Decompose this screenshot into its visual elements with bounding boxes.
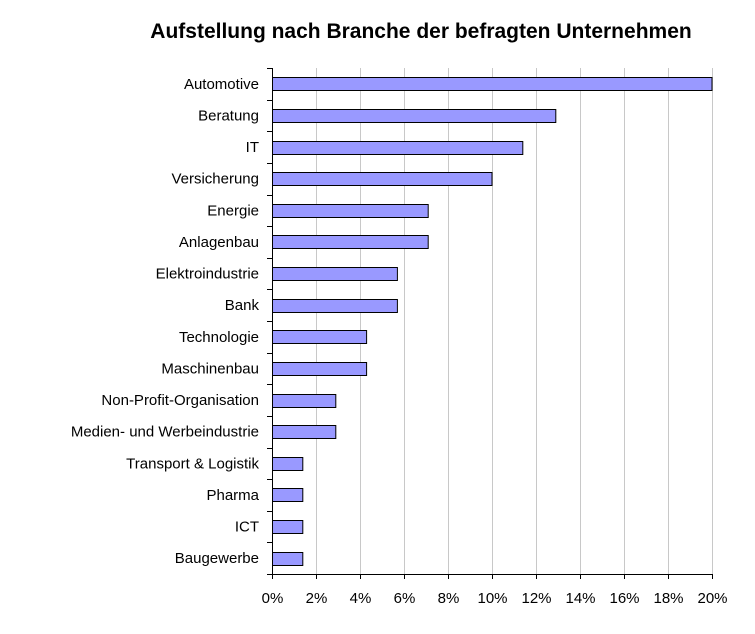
category-label: Beratung	[198, 107, 259, 124]
category-label: Bank	[225, 297, 260, 314]
x-tick-label: 12%	[521, 590, 551, 607]
bar	[272, 141, 524, 155]
bar	[272, 172, 493, 186]
bar	[272, 77, 713, 91]
bar	[272, 235, 429, 249]
bar	[272, 394, 337, 408]
x-tick-label: 16%	[609, 590, 639, 607]
x-tick-label: 8%	[438, 590, 460, 607]
bar	[272, 362, 368, 376]
x-tick-label: 14%	[565, 590, 595, 607]
bar	[272, 109, 557, 123]
category-label: ICT	[235, 519, 259, 536]
bar	[272, 425, 337, 439]
category-label: Anlagenbau	[179, 234, 259, 251]
x-tick-label: 18%	[653, 590, 683, 607]
bar	[272, 299, 398, 313]
category-label: Energie	[207, 202, 259, 219]
chart-title: Aufstellung nach Branche der befragten U…	[150, 20, 691, 43]
category-label: Elektroindustrie	[156, 266, 259, 283]
category-label: Versicherung	[171, 171, 259, 188]
category-label: Pharma	[206, 487, 259, 504]
category-labels: Automotive Beratung IT Versicherung Energie A…	[71, 76, 260, 567]
bar	[272, 488, 304, 502]
bars	[272, 77, 713, 566]
x-tick-labels: 0% 2% 4% 6% 8% 10% 12% 14% 16% 18% 20%	[262, 590, 728, 607]
x-tick-label: 6%	[394, 590, 416, 607]
category-label: Non-Profit-Organisation	[101, 392, 259, 409]
axes	[267, 68, 713, 579]
category-label: Medien- und Werbeindustrie	[71, 424, 259, 441]
bar	[272, 204, 429, 218]
bar	[272, 520, 304, 534]
x-tick-label: 20%	[697, 590, 727, 607]
x-tick-label: 2%	[306, 590, 328, 607]
x-tick-label: 10%	[477, 590, 507, 607]
category-label: IT	[246, 139, 259, 156]
bar	[272, 552, 304, 566]
x-tick-label: 4%	[350, 590, 372, 607]
bar	[272, 457, 304, 471]
category-label: Automotive	[184, 76, 259, 93]
category-label: Technologie	[179, 329, 259, 346]
category-label: Baugewerbe	[175, 550, 259, 567]
category-label: Maschinenbau	[161, 360, 259, 377]
category-label: Transport & Logistik	[126, 455, 259, 472]
bar	[272, 330, 368, 344]
x-tick-label: 0%	[262, 590, 284, 607]
bar	[272, 267, 398, 281]
